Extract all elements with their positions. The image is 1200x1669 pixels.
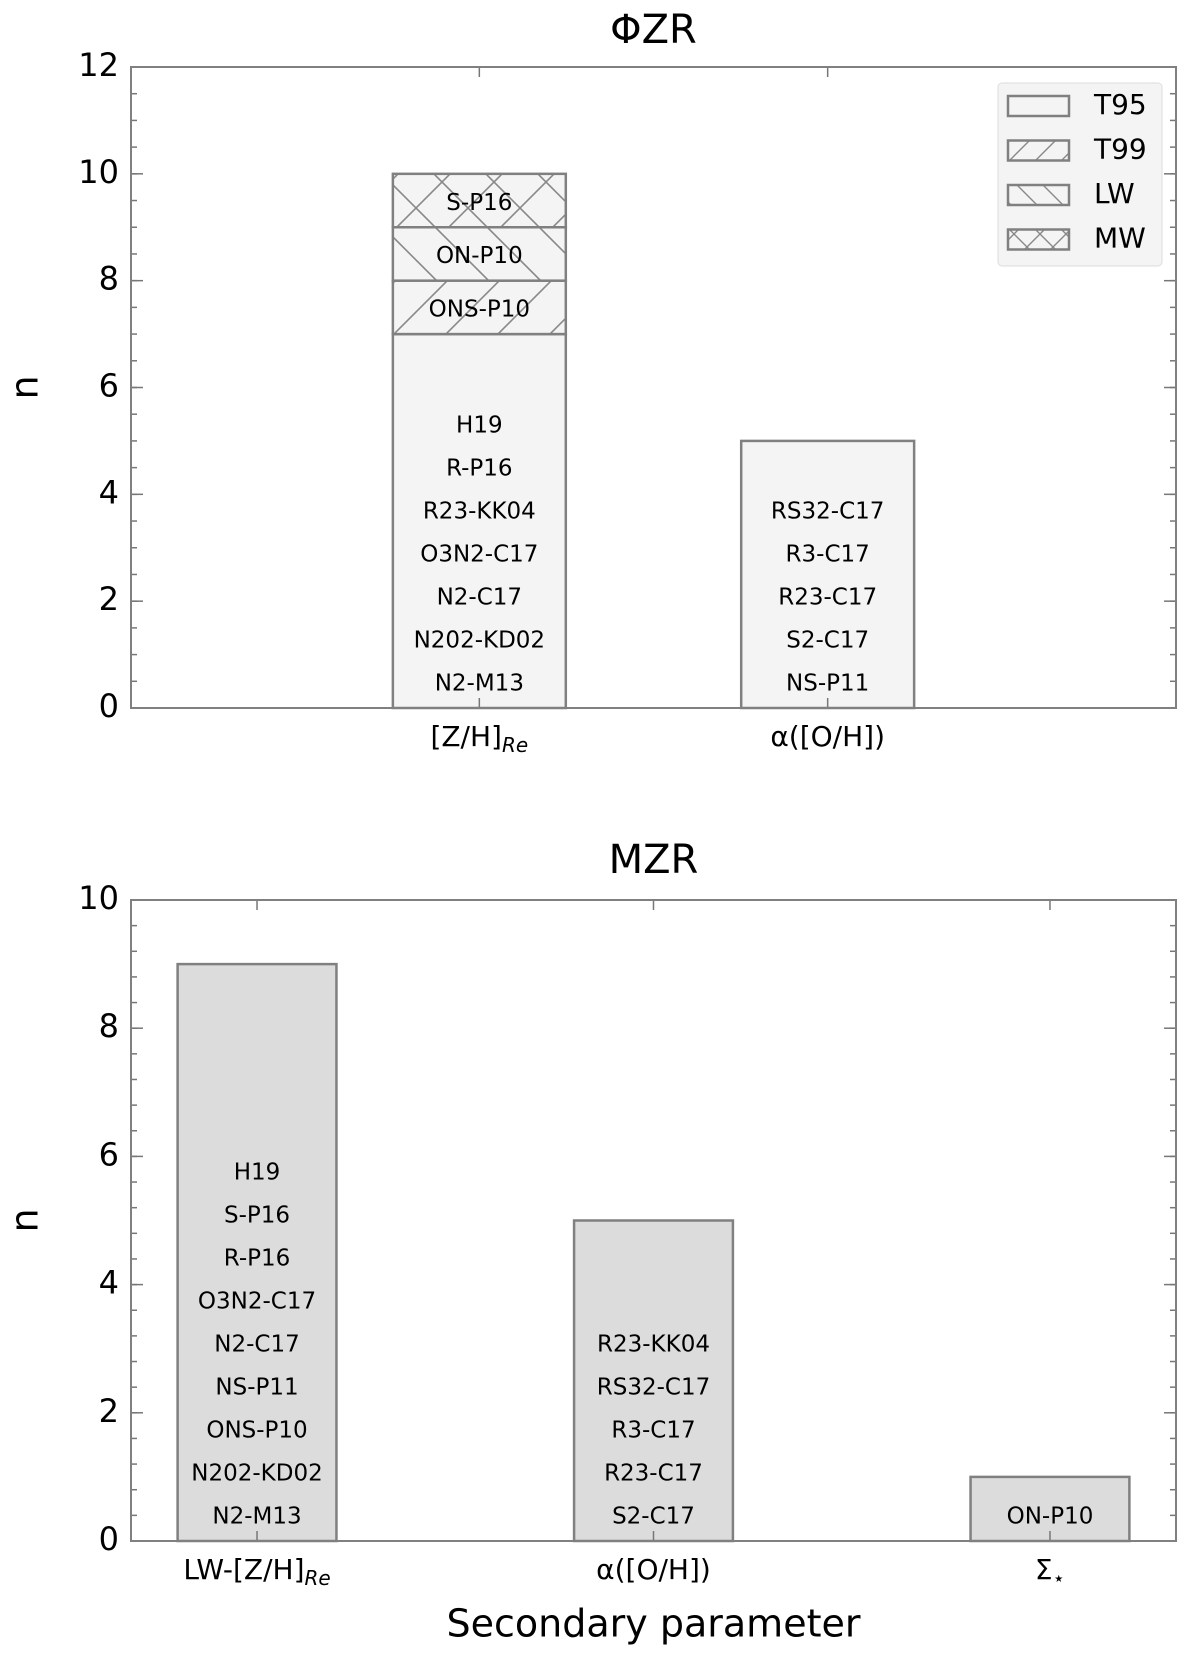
y-tick-label: 8: [99, 260, 119, 298]
legend-swatch: [1008, 96, 1069, 116]
bar-label: N2-C17: [437, 585, 522, 611]
x-tick-label: [Z/H]Re: [430, 720, 528, 757]
x-axis-label: Secondary parameter: [447, 1602, 861, 1646]
axes-frame: [130, 66, 1177, 709]
bar-label: RS32-C17: [771, 499, 884, 525]
bar-hatch: [392, 173, 566, 228]
x-tick-text: [Z/H]: [430, 720, 502, 753]
bar-label: R23-C17: [604, 1461, 703, 1487]
y-tick-label: 8: [99, 1007, 119, 1045]
x-tick-label: LW-[Z/H]Re: [183, 1553, 330, 1590]
bar-label: S-P16: [446, 190, 512, 216]
legend-outline: [1006, 94, 1071, 118]
bar-label: NS-P11: [786, 671, 869, 697]
legend-outline: [1006, 183, 1071, 207]
bar-label: S-P16: [224, 1203, 290, 1229]
legend-hatch: [1008, 229, 1069, 250]
bar-hatch: [392, 280, 566, 335]
chart-title: ΦZR: [610, 7, 697, 53]
y-tick-label: 10: [78, 153, 119, 191]
bar: [392, 334, 566, 708]
y-tick-label: 6: [99, 1135, 119, 1173]
legend-label: LW: [1094, 177, 1135, 210]
bar-outline: [391, 172, 568, 229]
x-tick-label: Σ⋆: [1035, 1553, 1065, 1590]
bar-label: O3N2-C17: [198, 1289, 316, 1315]
chart-title: MZR: [609, 837, 699, 883]
x-tick-subscript: Re: [502, 733, 528, 757]
legend-outline: [1006, 228, 1071, 251]
bar: [574, 1220, 733, 1541]
legend-hatch: [1008, 140, 1069, 161]
bar-label: R23-C17: [778, 585, 877, 611]
bar: [970, 1476, 1130, 1541]
y-axis-label: n: [3, 375, 47, 399]
y-tick-label: 4: [99, 1264, 119, 1302]
y-tick-label: 0: [99, 1520, 119, 1558]
bar-label: N2-M13: [212, 1504, 301, 1530]
legend-outline: [1006, 139, 1071, 162]
x-tick-text: α([O/H]): [596, 1553, 711, 1586]
legend-label: MW: [1094, 222, 1146, 255]
y-tick-label: 4: [99, 473, 119, 511]
x-tick-text: LW-[Z/H]: [183, 1553, 304, 1586]
x-tick-text: α([O/H]): [770, 720, 885, 753]
bar-label: R23-KK04: [597, 1332, 710, 1358]
bar: [741, 440, 915, 708]
bar-label: ON-P10: [436, 243, 523, 269]
bar-label: R3-C17: [786, 542, 870, 568]
bar-label: R-P16: [446, 456, 512, 482]
x-tick-text: Σ: [1035, 1553, 1053, 1586]
legend-hatch: [1008, 185, 1069, 205]
bar-label: N202-KD02: [414, 628, 545, 654]
y-tick-label: 2: [99, 1392, 119, 1430]
axes-frame: [130, 899, 1177, 1542]
x-tick-subscript: Re: [305, 1566, 331, 1590]
bar-label: S2-C17: [786, 628, 869, 654]
bar: [177, 964, 337, 1541]
bar-label: ONS-P10: [429, 297, 530, 323]
y-tick-label: 6: [99, 367, 119, 405]
x-tick-label: α([O/H]): [596, 1553, 711, 1586]
bar-label: NS-P11: [215, 1375, 298, 1401]
y-tick-label: 12: [78, 46, 119, 84]
bar-label: ON-P10: [1007, 1504, 1094, 1530]
bar-label: N202-KD02: [191, 1461, 322, 1487]
bar-label: ONS-P10: [206, 1418, 307, 1444]
bar-label: O3N2-C17: [420, 542, 538, 568]
legend-label: T95: [1093, 88, 1147, 121]
y-tick-label: 2: [99, 580, 119, 618]
bar-label: R-P16: [224, 1246, 290, 1272]
bar-hatch: [392, 227, 566, 281]
x-tick-label: α([O/H]): [770, 720, 885, 753]
y-tick-label: 0: [99, 687, 119, 725]
bar-label: N2-C17: [214, 1332, 299, 1358]
y-axis-label: n: [3, 1208, 47, 1232]
bar-label: H19: [234, 1160, 281, 1186]
x-tick-subscript: ⋆: [1053, 1566, 1066, 1590]
y-tick-label: 10: [78, 879, 119, 917]
bar-label: N2-M13: [435, 671, 524, 697]
bar-label: R23-KK04: [423, 499, 536, 525]
bar-label: RS32-C17: [597, 1375, 710, 1401]
legend-box: [997, 82, 1163, 267]
bar-label: H19: [456, 413, 503, 439]
legend-label: T99: [1093, 133, 1147, 166]
bar-label: S2-C17: [612, 1504, 695, 1530]
bar-label: R3-C17: [611, 1418, 695, 1444]
